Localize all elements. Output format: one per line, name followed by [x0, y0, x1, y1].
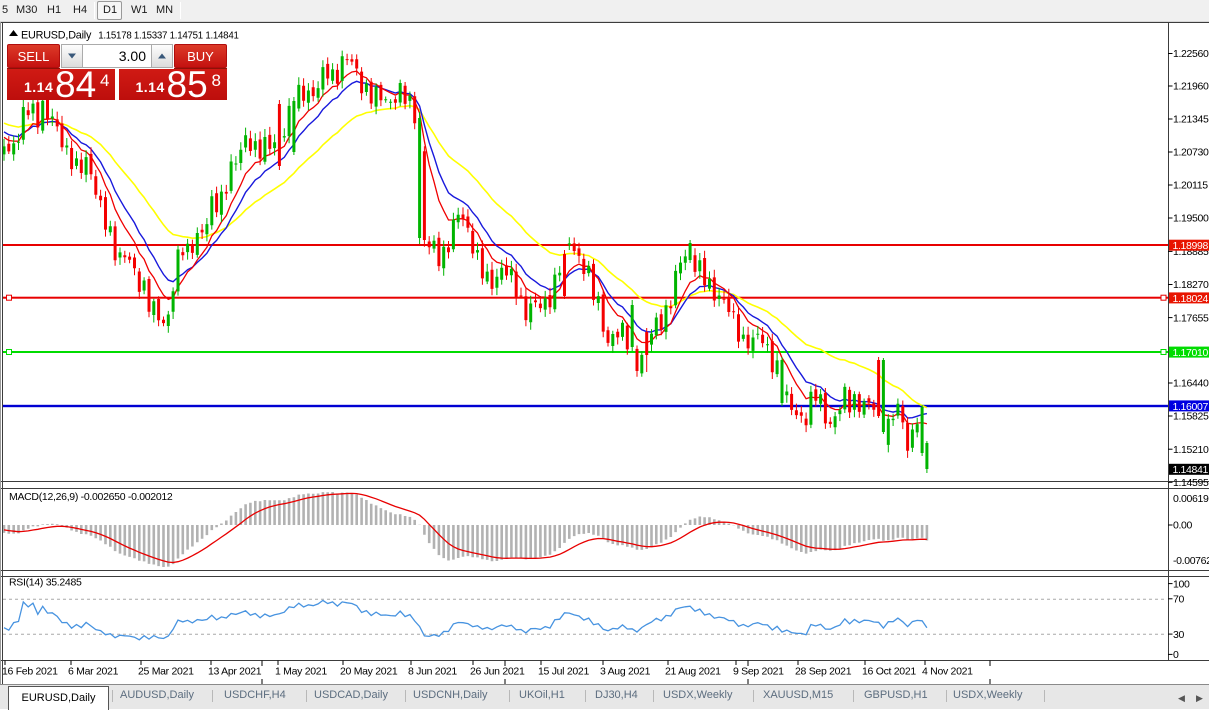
- svg-text:1.17655: 1.17655: [1173, 312, 1209, 324]
- svg-text:1.17010: 1.17010: [1173, 347, 1209, 359]
- svg-text:9 Sep 2021: 9 Sep 2021: [733, 666, 784, 678]
- svg-text:MACD(12,26,9) -0.002650 -0.002: MACD(12,26,9) -0.002650 -0.002012: [9, 491, 173, 503]
- svg-text:20 May 2021: 20 May 2021: [340, 666, 398, 678]
- svg-text:4 Nov 2021: 4 Nov 2021: [922, 666, 973, 678]
- svg-text:1.20115: 1.20115: [1173, 180, 1208, 192]
- svg-text:1.19500: 1.19500: [1173, 213, 1209, 225]
- svg-text:25 Mar 2021: 25 Mar 2021: [138, 666, 194, 678]
- svg-text:1.18024: 1.18024: [1173, 293, 1209, 305]
- svg-text:28 Sep 2021: 28 Sep 2021: [795, 666, 852, 678]
- svg-text:21 Aug 2021: 21 Aug 2021: [665, 666, 721, 678]
- svg-text:100: 100: [1173, 578, 1190, 590]
- svg-text:1.22560: 1.22560: [1173, 48, 1209, 60]
- svg-text:1.14595: 1.14595: [1173, 477, 1209, 489]
- svg-text:1.21345: 1.21345: [1173, 114, 1209, 126]
- svg-text:1.20730: 1.20730: [1173, 147, 1209, 159]
- svg-text:1.14841: 1.14841: [1173, 464, 1209, 476]
- svg-text:1.15825: 1.15825: [1173, 411, 1209, 423]
- svg-text:16 Feb 2021: 16 Feb 2021: [2, 666, 58, 678]
- svg-text:1.21960: 1.21960: [1173, 81, 1209, 93]
- svg-text:1.18270: 1.18270: [1173, 279, 1209, 291]
- svg-text:RSI(14) 35.2485: RSI(14) 35.2485: [9, 577, 82, 589]
- svg-text:30: 30: [1173, 629, 1184, 641]
- svg-text:70: 70: [1173, 594, 1184, 606]
- svg-text:15 Jul 2021: 15 Jul 2021: [538, 666, 589, 678]
- svg-text:6 Mar 2021: 6 Mar 2021: [68, 666, 119, 678]
- svg-text:0: 0: [1173, 649, 1179, 661]
- svg-text:1.16440: 1.16440: [1173, 378, 1209, 390]
- svg-text:3 Aug 2021: 3 Aug 2021: [600, 666, 651, 678]
- svg-text:16 Oct 2021: 16 Oct 2021: [862, 666, 916, 678]
- svg-text:-0.00762: -0.00762: [1173, 555, 1209, 567]
- svg-text:1 May 2021: 1 May 2021: [275, 666, 327, 678]
- svg-text:8 Jun 2021: 8 Jun 2021: [408, 666, 457, 678]
- svg-text:1.16007: 1.16007: [1173, 401, 1209, 413]
- svg-text:0.006193: 0.006193: [1173, 493, 1209, 505]
- svg-text:0.00: 0.00: [1173, 520, 1193, 532]
- svg-text:13 Apr 2021: 13 Apr 2021: [208, 666, 262, 678]
- svg-text:1.18998: 1.18998: [1173, 240, 1209, 252]
- svg-text:1.15210: 1.15210: [1173, 444, 1209, 456]
- svg-text:26 Jun 2021: 26 Jun 2021: [470, 666, 525, 678]
